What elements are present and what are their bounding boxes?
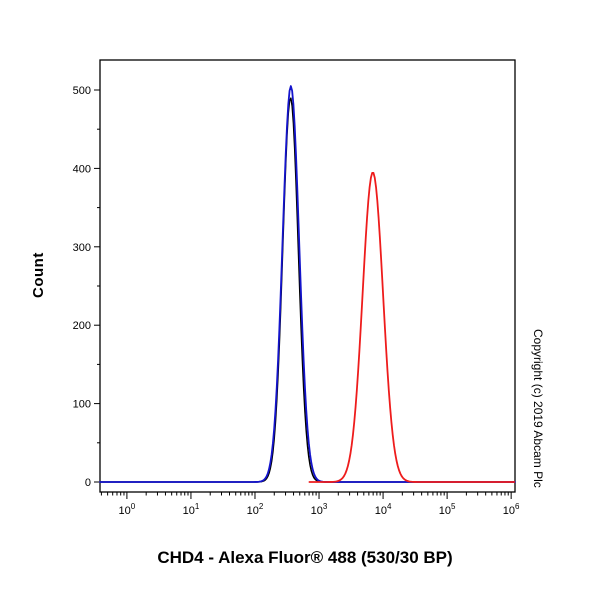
plot-frame — [99, 59, 516, 493]
x-axis-tick-label: 105 — [439, 502, 456, 517]
series-path-chd4-stained-red — [308, 172, 516, 483]
x-axis-tick-label: 100 — [119, 502, 136, 517]
x-axis-tick-label: 103 — [311, 502, 328, 517]
x-axis-tick-label: 106 — [503, 502, 520, 517]
y-axis-title: Count — [30, 252, 47, 298]
y-axis-tick-label: 200 — [73, 320, 91, 332]
y-axis-tick-label: 300 — [73, 242, 91, 254]
y-axis-tick-label: 400 — [73, 163, 91, 175]
x-axis-tick-label: 104 — [375, 502, 392, 517]
y-axis-tick-label: 0 — [85, 477, 91, 489]
y-axis-tick-label: 500 — [73, 85, 91, 97]
series-path-control-blue — [99, 85, 516, 483]
copyright-text: Copyright (c) 2019 Abcam Plc — [531, 329, 545, 488]
x-axis-tick-label: 101 — [183, 502, 200, 517]
y-axis-tick-label: 100 — [73, 399, 91, 411]
x-axis-tick-label: 102 — [247, 502, 264, 517]
chart-title: CHD4 - Alexa Fluor® 488 (530/30 BP) — [157, 548, 453, 567]
